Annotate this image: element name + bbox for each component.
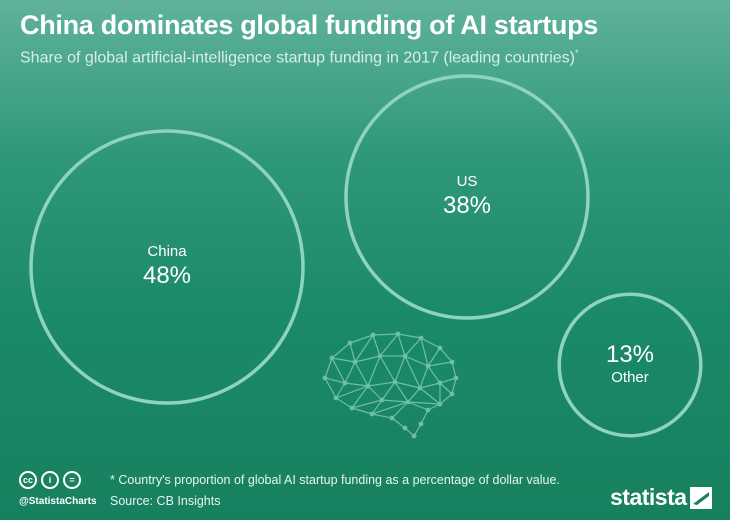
bubble-us	[344, 74, 590, 320]
no-derivatives-icon: =	[63, 471, 81, 489]
chart-title: China dominates global funding of AI sta…	[20, 10, 598, 40]
attribution-icon: i	[41, 471, 59, 489]
statista-logo: statista	[610, 484, 687, 510]
bubble-other	[557, 292, 703, 438]
subtitle-footnote-marker: *	[575, 48, 579, 58]
statista-logo-icon	[690, 487, 712, 509]
bubble-value-other: 13%	[606, 341, 654, 368]
bubble-china	[29, 129, 305, 405]
brain-icon	[322, 331, 459, 439]
bubble-value-us: 38%	[443, 192, 491, 219]
bubble-label-other: Other	[611, 369, 649, 386]
footnote: * Country's proportion of global AI star…	[110, 473, 560, 487]
subtitle-text: Share of global artificial-intelligence …	[20, 49, 575, 67]
license-icons: cc i =	[19, 471, 81, 489]
bubble-value-china: 48%	[143, 262, 191, 289]
bubble-label-china: China	[147, 243, 187, 260]
statista-charts-handle: @StatistaCharts	[19, 496, 97, 507]
chart-subtitle: Share of global artificial-intelligence …	[20, 48, 579, 67]
cc-license-icon: cc	[19, 471, 37, 489]
bubble-label-us: US	[457, 173, 478, 190]
source-line: Source: CB Insights	[110, 494, 221, 508]
